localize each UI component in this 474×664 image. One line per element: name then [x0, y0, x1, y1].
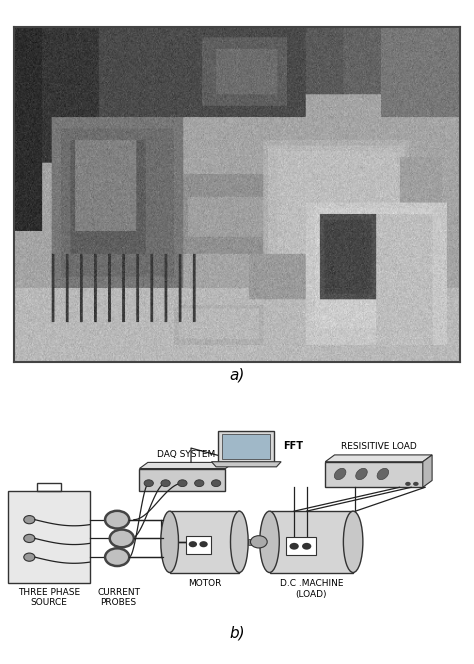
Circle shape — [200, 541, 208, 547]
Circle shape — [105, 511, 129, 529]
Ellipse shape — [260, 511, 279, 572]
Ellipse shape — [356, 468, 367, 479]
Text: RESISITIVE LOAD: RESISITIVE LOAD — [341, 442, 417, 451]
Bar — [219, 431, 274, 461]
Polygon shape — [423, 455, 432, 487]
Text: b): b) — [229, 625, 245, 641]
Text: THREE PHASE
SOURCE: THREE PHASE SOURCE — [18, 588, 80, 608]
Bar — [139, 469, 226, 491]
Ellipse shape — [343, 511, 363, 572]
Circle shape — [302, 543, 311, 550]
Circle shape — [178, 480, 187, 487]
Bar — [222, 434, 271, 459]
Bar — [37, 483, 61, 491]
Text: FFT: FFT — [283, 442, 303, 452]
Text: DAQ SYSTEM: DAQ SYSTEM — [157, 450, 216, 459]
Bar — [170, 511, 239, 572]
Circle shape — [189, 541, 197, 547]
Ellipse shape — [377, 468, 389, 479]
Polygon shape — [211, 461, 281, 467]
Bar — [286, 537, 316, 556]
Circle shape — [105, 548, 129, 566]
Ellipse shape — [334, 468, 346, 479]
Polygon shape — [139, 462, 234, 469]
Bar — [186, 536, 211, 554]
Ellipse shape — [161, 511, 179, 572]
Ellipse shape — [230, 511, 248, 572]
Text: D.C .MACHINE
(LOAD): D.C .MACHINE (LOAD) — [280, 579, 343, 599]
Text: a): a) — [229, 367, 245, 382]
Circle shape — [161, 480, 170, 487]
Circle shape — [413, 482, 419, 486]
Bar — [325, 461, 423, 487]
Bar — [248, 539, 270, 544]
Circle shape — [405, 482, 411, 486]
Circle shape — [211, 480, 221, 487]
Circle shape — [24, 515, 35, 524]
Circle shape — [109, 530, 134, 547]
Circle shape — [290, 543, 299, 550]
Bar — [270, 511, 353, 572]
Text: CURRENT
PROBES: CURRENT PROBES — [97, 588, 140, 608]
Circle shape — [250, 536, 267, 548]
Text: MOTOR: MOTOR — [188, 579, 221, 588]
Bar — [9, 491, 90, 583]
Circle shape — [24, 553, 35, 561]
Circle shape — [195, 480, 204, 487]
Circle shape — [144, 480, 154, 487]
Polygon shape — [325, 455, 432, 461]
Circle shape — [24, 535, 35, 542]
